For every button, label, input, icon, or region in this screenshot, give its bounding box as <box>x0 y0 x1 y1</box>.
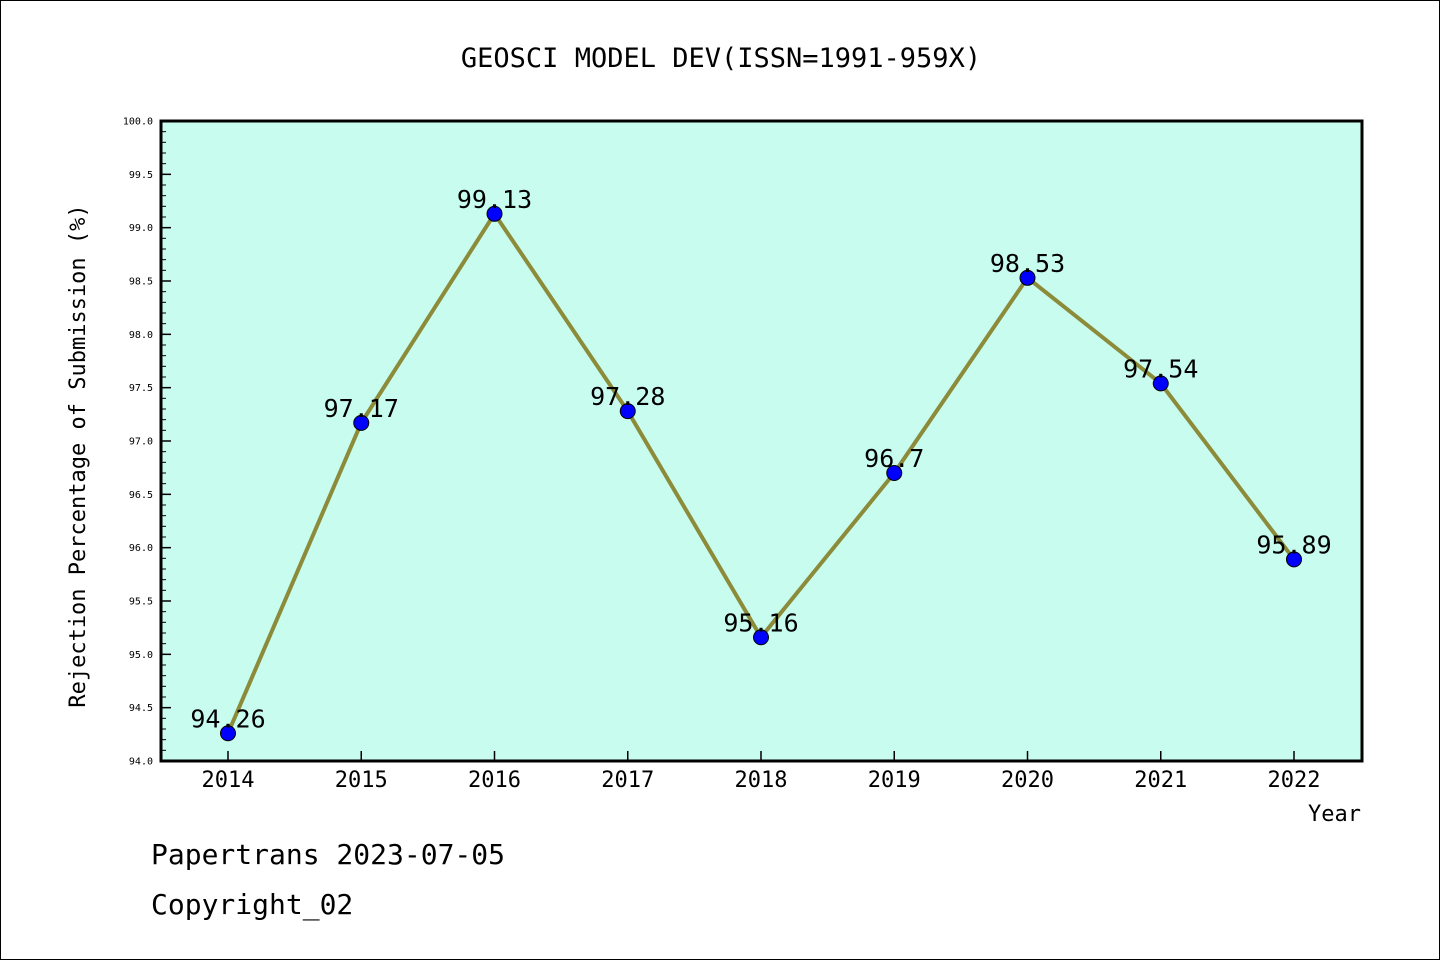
x-tick-label: 2014 <box>202 768 255 793</box>
data-label: 96.7 <box>864 444 924 473</box>
data-label: 95.16 <box>723 608 798 637</box>
data-label: 97.17 <box>324 394 399 423</box>
x-tick-label: 2015 <box>335 768 388 793</box>
data-point <box>220 725 236 742</box>
y-tick-label: 99.5 <box>129 170 153 181</box>
y-tick-label: 98.5 <box>129 277 153 288</box>
y-tick-label: 95.5 <box>129 597 153 608</box>
y-tick-label: 100.0 <box>123 117 153 128</box>
y-axis-label: Rejection Percentage of Submission (%) <box>66 204 91 707</box>
y-tick-label: 97.0 <box>129 437 153 448</box>
x-tick-label: 2016 <box>468 768 521 793</box>
y-tick-label: 94.5 <box>129 703 153 714</box>
x-tick-label: 2020 <box>1001 768 1054 793</box>
y-tick-label: 99.0 <box>129 223 153 234</box>
data-label: 95.89 <box>1256 530 1331 559</box>
data-label: 97.28 <box>590 382 665 411</box>
series-layer: 94.26 97.17 99.13 97.28 95.16 96.7 98.53 97.54 9… <box>190 185 1332 742</box>
data-point <box>1019 269 1036 286</box>
y-tick-label: 96.0 <box>129 543 153 554</box>
y-tick-label: 94.0 <box>129 757 153 768</box>
data-point <box>353 414 370 431</box>
x-tick-label: 2018 <box>735 768 788 793</box>
chart-title: GEOSCI MODEL DEV(ISSN=1991-959X) <box>461 43 981 74</box>
x-tick-label: 2021 <box>1134 768 1187 793</box>
data-point <box>1286 551 1302 568</box>
y-tick-label: 98.0 <box>129 330 153 341</box>
data-label: 99.13 <box>457 185 532 214</box>
data-point <box>886 465 903 481</box>
data-point <box>1152 375 1169 392</box>
y-tick-label: 95.0 <box>129 650 153 661</box>
data-label: 97.54 <box>1123 354 1198 383</box>
x-axis-label: Year <box>1308 802 1361 827</box>
data-point <box>486 205 503 222</box>
y-tick-label: 96.5 <box>129 490 153 501</box>
data-label: 98.53 <box>990 249 1065 278</box>
x-tick-label: 2017 <box>601 768 654 793</box>
data-point <box>753 629 769 646</box>
data-label: 94.26 <box>190 704 265 733</box>
footer-papertrans: Papertrans 2023-07-05 <box>151 838 505 871</box>
y-axis-ticks: 94.0 94.5 95.0 95.5 96.0 96.5 97.0 97.5 98.0 98.5… <box>123 117 171 768</box>
x-tick-label: 2019 <box>868 768 921 793</box>
plot-frame <box>159 119 1364 763</box>
x-tick-label: 2022 <box>1268 768 1321 793</box>
y-tick-label: 97.5 <box>129 383 153 394</box>
plot-area <box>161 121 1362 761</box>
footer-copyright: Copyright_02 <box>151 888 353 922</box>
x-axis-ticks: 2014 2015 2016 2017 2018 2019 2020 2021 2022 <box>202 751 1321 793</box>
data-point <box>619 403 636 420</box>
